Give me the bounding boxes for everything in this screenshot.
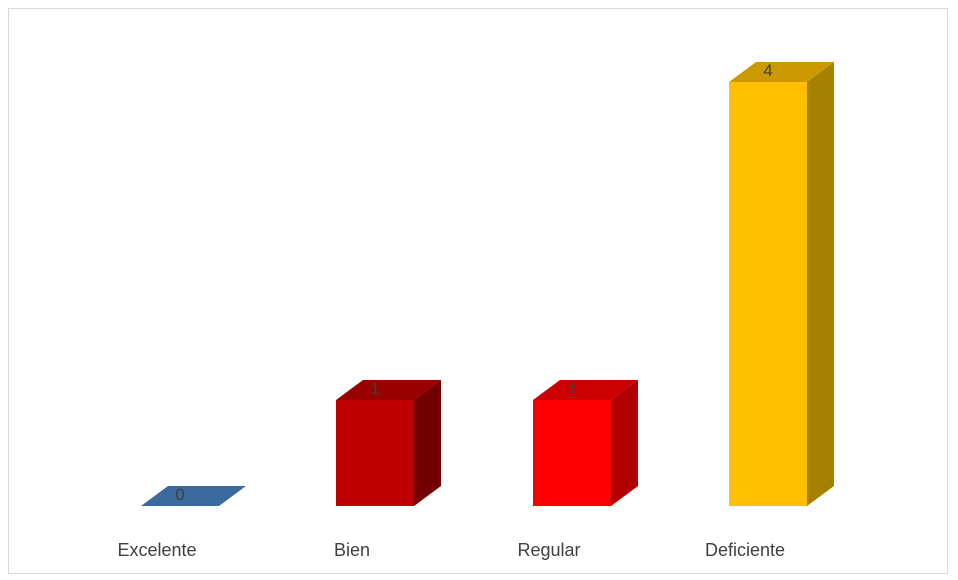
x-tick-label-regular: Regular [517,540,580,560]
bar-front-bien [336,400,414,506]
bar-bien [336,380,441,506]
bar-front-deficiente [729,82,807,506]
x-tick-label-excelente: Excelente [117,540,196,560]
bar-front-regular [533,400,611,506]
bar-side-bien [414,380,441,506]
bar-excelente [141,486,246,506]
bar-deficiente [729,62,834,506]
data-label-deficiente: 4 [763,61,772,80]
data-label-regular: 1 [567,379,576,398]
bar-side-regular [611,380,638,506]
data-label-bien: 1 [370,379,379,398]
bar-regular [533,380,638,506]
bar-top-bien [336,380,441,400]
bar-top-regular [533,380,638,400]
bar-side-deficiente [807,62,834,506]
ticks-layer: Excelente Bien Regular Deficiente [117,540,785,560]
data-label-excelente: 0 [175,485,184,504]
bar-top-excelente [141,486,246,506]
x-tick-label-bien: Bien [334,540,370,560]
x-tick-label-deficiente: Deficiente [705,540,785,560]
bar-top-deficiente [729,62,834,82]
bars-layer [141,62,834,506]
labels-layer: 0 1 1 4 [175,61,772,504]
